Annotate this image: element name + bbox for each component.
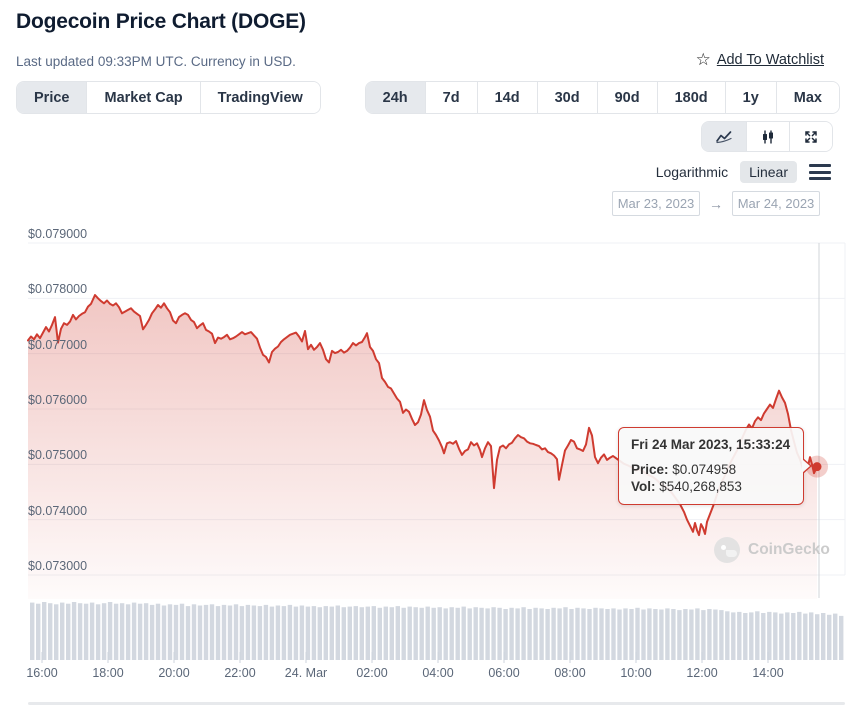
hamburger-menu-icon[interactable] (809, 164, 831, 180)
candlestick-chart-button[interactable] (746, 122, 789, 151)
date-to-input[interactable] (732, 191, 820, 216)
x-axis-label: 10:00 (620, 666, 652, 680)
range-max[interactable]: Max (775, 82, 839, 113)
tab-tradingview[interactable]: TradingView (199, 82, 320, 113)
date-range-row: → (612, 191, 820, 216)
tooltip-price-line: Price: $0.074958 (631, 462, 737, 477)
x-axis-label: 12:00 (686, 666, 718, 680)
scale-linear[interactable]: Linear (740, 161, 797, 183)
price-chart[interactable]: $0.079000 $0.078000 $0.077000 $0.076000 $0.0… (0, 227, 850, 706)
y-axis-label: $0.077000 (28, 337, 88, 352)
fullscreen-icon (805, 130, 817, 143)
fullscreen-button[interactable] (789, 122, 832, 151)
range-7d[interactable]: 7d (424, 82, 477, 113)
x-axis-label: 08:00 (554, 666, 586, 680)
scale-toggle-row: Logarithmic Linear (656, 161, 831, 183)
date-from-input[interactable] (612, 191, 700, 216)
x-axis-label: 04:00 (422, 666, 454, 680)
last-updated-text: Last updated 09:33PM UTC. Currency in US… (16, 54, 296, 69)
tooltip-timestamp: Fri 24 Mar 2023, 15:33:24 (631, 437, 791, 452)
x-axis-label: 22:00 (224, 666, 256, 680)
x-axis-label: 06:00 (488, 666, 520, 680)
line-chart-icon (716, 130, 732, 143)
range-14d[interactable]: 14d (476, 82, 537, 113)
tab-market-cap[interactable]: Market Cap (86, 82, 200, 113)
page-title: Dogecoin Price Chart (DOGE) (16, 10, 306, 33)
coingecko-watermark: CoinGecko (714, 537, 830, 563)
x-axis-label: 16:00 (26, 666, 58, 680)
x-axis-label: 14:00 (752, 666, 784, 680)
tooltip-volume-line: Vol: $540,268,853 (631, 478, 742, 494)
line-chart-button[interactable] (702, 122, 746, 151)
scale-logarithmic[interactable]: Logarithmic (655, 164, 729, 180)
coingecko-watermark-text: CoinGecko (748, 541, 830, 558)
range-30d[interactable]: 30d (536, 82, 597, 113)
add-to-watchlist-label: Add To Watchlist (716, 51, 824, 68)
add-to-watchlist-link[interactable]: ☆ Add To Watchlist (696, 51, 824, 68)
y-axis-label: $0.076000 (28, 392, 88, 407)
chart-canvas[interactable] (0, 228, 850, 706)
y-axis-label: $0.078000 (28, 282, 88, 297)
chart-type-group (701, 121, 833, 152)
x-axis-label: 24. Mar (284, 666, 328, 680)
chart-tooltip: Fri 24 Mar 2023, 15:33:24 Price: $0.0749… (618, 427, 812, 505)
candlestick-icon (763, 130, 773, 143)
y-axis-label: $0.075000 (28, 448, 88, 463)
range-180d[interactable]: 180d (656, 82, 725, 113)
x-axis-label: 20:00 (158, 666, 190, 680)
view-tab-group: Price Market Cap TradingView (16, 81, 321, 114)
star-icon: ☆ (695, 50, 711, 69)
y-axis-label: $0.073000 (28, 558, 88, 573)
range-24h[interactable]: 24h (365, 82, 425, 113)
chart-scrollbar[interactable] (28, 702, 845, 705)
coingecko-logo-icon (714, 537, 740, 563)
range-90d[interactable]: 90d (596, 82, 657, 113)
range-1y[interactable]: 1y (724, 82, 776, 113)
time-range-group: 24h 7d 14d 30d 90d 180d 1y Max (364, 81, 840, 114)
tab-price[interactable]: Price (17, 82, 87, 113)
arrow-right-icon: → (709, 195, 723, 212)
x-axis-label: 02:00 (356, 666, 388, 680)
y-axis-label: $0.074000 (28, 503, 88, 518)
x-axis-label: 18:00 (92, 666, 124, 680)
hover-point-marker (812, 462, 822, 472)
y-axis-label: $0.079000 (28, 227, 88, 241)
